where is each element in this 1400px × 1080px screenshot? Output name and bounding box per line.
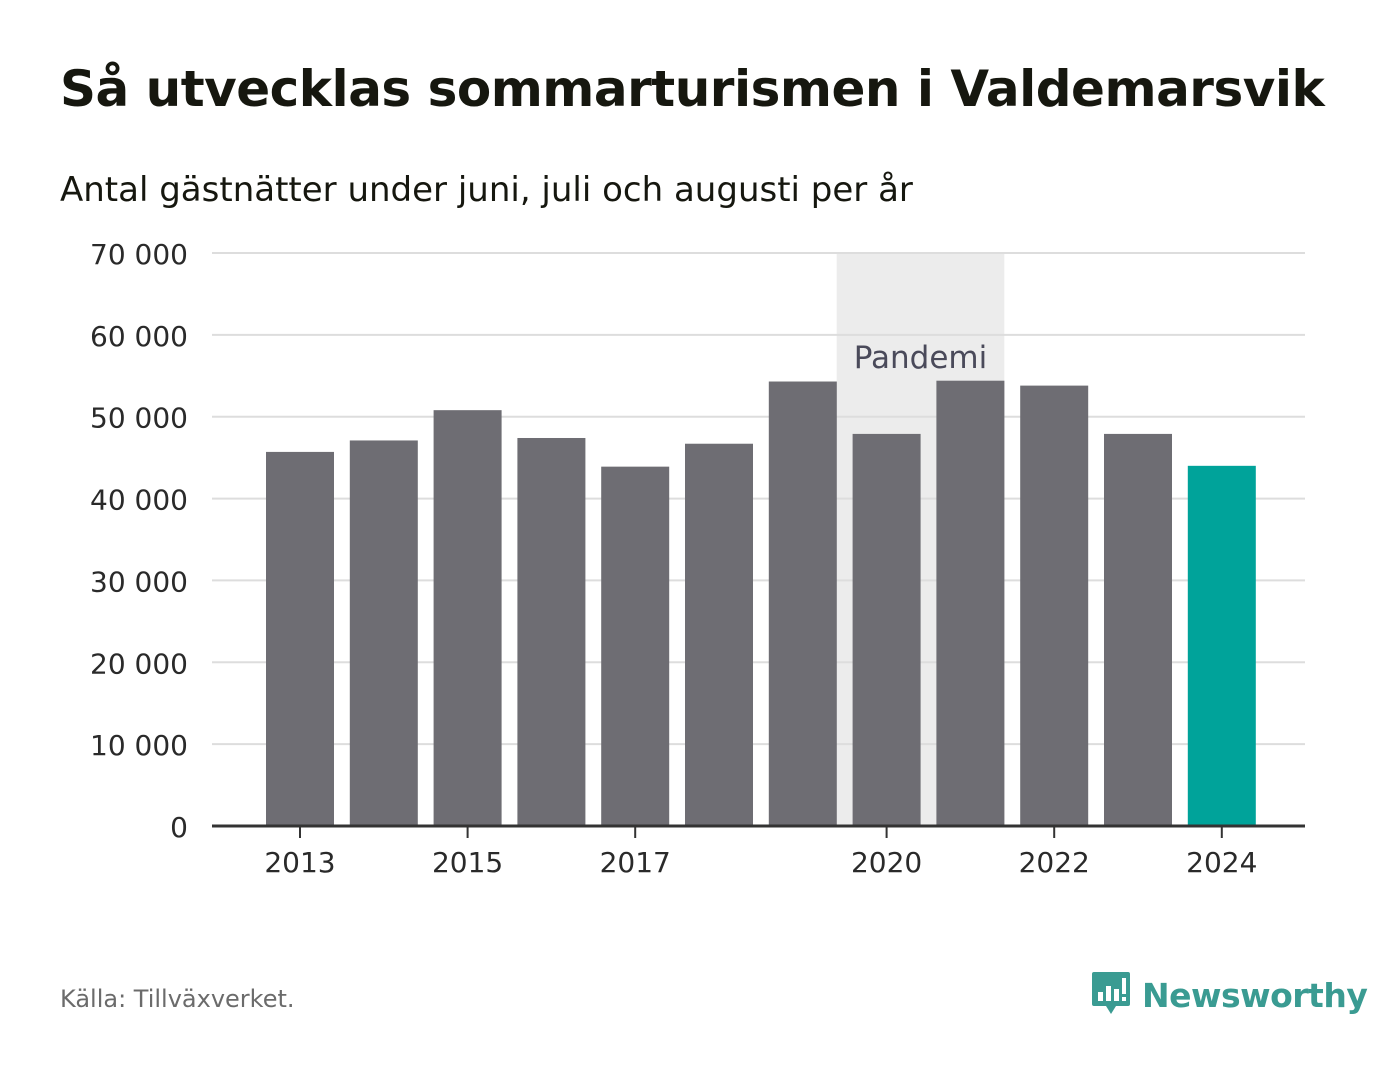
bar xyxy=(433,410,502,826)
source-note: Källa: Tillväxverket. xyxy=(60,985,295,1013)
y-tick-label: 20 000 xyxy=(90,647,188,680)
bar xyxy=(936,380,1005,826)
y-tick-label: 40 000 xyxy=(90,484,188,517)
bar xyxy=(601,466,670,826)
y-tick-label: 30 000 xyxy=(90,565,188,598)
x-tick-label: 2015 xyxy=(432,846,503,879)
bar xyxy=(517,437,586,826)
axes xyxy=(212,824,1305,838)
chart-subtitle: Antal gästnätter under juni, juli och au… xyxy=(60,170,913,210)
y-tick-label: 10 000 xyxy=(90,729,188,762)
chart-title: Så utvecklas sommarturismen i Valdemarsv… xyxy=(60,60,1325,118)
brand-logo[interactable]: Newsworthy xyxy=(1090,970,1368,1020)
brand-name: Newsworthy xyxy=(1142,975,1368,1015)
bar-highlighted xyxy=(1187,465,1256,826)
x-tick-label: 2017 xyxy=(600,846,671,879)
bar xyxy=(1104,433,1172,826)
bar xyxy=(852,433,921,826)
bar xyxy=(1020,385,1089,826)
bar xyxy=(685,443,753,826)
bar xyxy=(768,381,837,826)
bar xyxy=(266,451,334,826)
x-tick-label: 2022 xyxy=(1019,846,1090,879)
bars xyxy=(266,380,1256,826)
x-tick-label: 2013 xyxy=(264,846,335,879)
y-tick-label: 70 000 xyxy=(90,238,188,271)
newsworthy-logo-icon xyxy=(1092,972,1130,1014)
bar xyxy=(349,440,418,826)
y-tick-label: 60 000 xyxy=(90,320,188,353)
pandemic-annotation-label: Pandemi xyxy=(854,340,988,376)
tick-labels: 0 10 000 20 000 30 000 40 000 50 000 60 000 70 … xyxy=(90,238,1257,879)
y-tick-label: 50 000 xyxy=(90,402,188,435)
x-tick-label: 2020 xyxy=(851,846,922,879)
x-tick-label: 2024 xyxy=(1186,846,1257,879)
y-tick-label: 0 xyxy=(170,811,188,844)
